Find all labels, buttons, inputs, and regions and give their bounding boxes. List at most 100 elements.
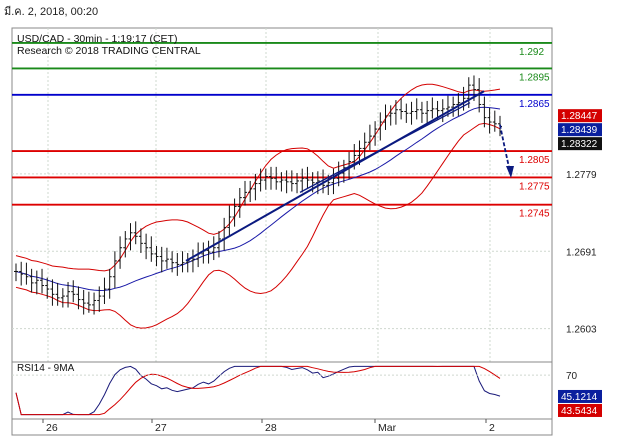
price-badge-1 [558,123,602,137]
trendline-main [185,90,485,262]
candle [482,96,487,128]
candle [24,262,29,285]
candle [211,236,216,261]
candle [456,93,461,116]
rsi-lines [15,365,501,416]
price-badge-label-2: 1.28322 [561,139,598,150]
bollinger-bands [15,83,501,329]
price-badges: 1.28447 1.28439 1.28322 [558,109,602,151]
candle [477,78,482,113]
candle [362,132,367,160]
candle [393,100,398,125]
y-tick-0: 1.2779 [566,170,597,181]
x-tick-2: 28 [265,422,277,434]
rsi-badge-0 [558,389,602,403]
candle [242,180,247,206]
bollinger-lower [15,122,501,329]
candle [66,282,71,308]
rsi-badge-label-1: 43.5434 [561,406,598,417]
level-label-3: 1.2805 [519,155,550,166]
candle [378,112,383,141]
x-tick-1: 27 [155,422,167,434]
candle [440,99,445,123]
candle [154,245,159,267]
candle [164,247,169,269]
candle [185,253,190,273]
candle [331,168,336,195]
candle [206,240,211,264]
candle [102,277,107,304]
candle [492,110,497,132]
candle [487,107,492,134]
level-label-2: 1.2865 [519,99,550,110]
candle [404,103,409,123]
price-badge-2 [558,137,602,151]
candle [451,96,456,117]
rsi-badge-1 [558,403,602,417]
candle [144,233,149,260]
price-axis: 1.2779 1.2691 1.2603 [566,170,597,336]
rsi-badge-label-0: 45.1214 [561,392,598,403]
chart-title: USD/CAD - 30min - 1:19:17 (CET) [17,33,177,45]
y-tick-2: 1.2603 [566,325,597,336]
price-badge-label-0: 1.28447 [561,111,598,122]
time-axis-labels: 26 27 28 Mar 2 [42,419,495,434]
candle [414,98,419,120]
candle [60,288,65,308]
trendlines [185,90,514,262]
rsi-title: RSI14 - 9MA [17,363,75,374]
candle [118,236,123,269]
candle [263,168,268,190]
time-axis [11,418,553,436]
candle [227,205,232,236]
candle [425,100,430,125]
candle [289,170,294,192]
candle [170,251,175,273]
trendline-secondary [299,102,471,193]
candle [112,251,117,289]
rsi-tick-0: 70 [566,371,578,382]
candle [71,280,76,303]
rsi-panel [11,361,553,420]
candle [19,261,24,286]
candle [92,292,97,315]
candle [383,104,388,130]
rsi-axis: 70 45.1214 43.5434 [12,371,602,417]
candle [300,168,305,193]
price-badge-label-1: 1.28439 [561,125,598,136]
candle [445,95,450,117]
candle [232,198,237,227]
chart-subtitle: Research © 2018 TRADING CENTRAL [17,45,201,57]
candle [373,121,378,146]
grid [12,28,552,419]
candle [274,166,279,190]
candle [123,231,128,258]
candle [253,173,258,201]
candle [149,236,154,262]
level-label-1: 1.2895 [519,72,550,83]
price-badge-0 [558,109,602,123]
candle [81,289,86,315]
candle [29,268,34,293]
candle [399,98,404,120]
candle [295,173,300,194]
candle [86,291,91,313]
candle [279,172,284,192]
candle [50,279,55,306]
candle [40,268,45,294]
bollinger-upper [15,83,501,272]
x-tick-4: 2 [489,422,495,434]
candle [175,253,180,276]
candle [216,231,221,258]
candle [14,263,18,282]
candle [128,223,133,251]
candle [284,170,289,194]
candle [367,124,372,151]
moving-average [15,106,501,292]
level-label-5: 1.2745 [519,209,550,220]
candle [305,166,310,188]
candle [45,277,50,299]
candle [107,268,112,299]
